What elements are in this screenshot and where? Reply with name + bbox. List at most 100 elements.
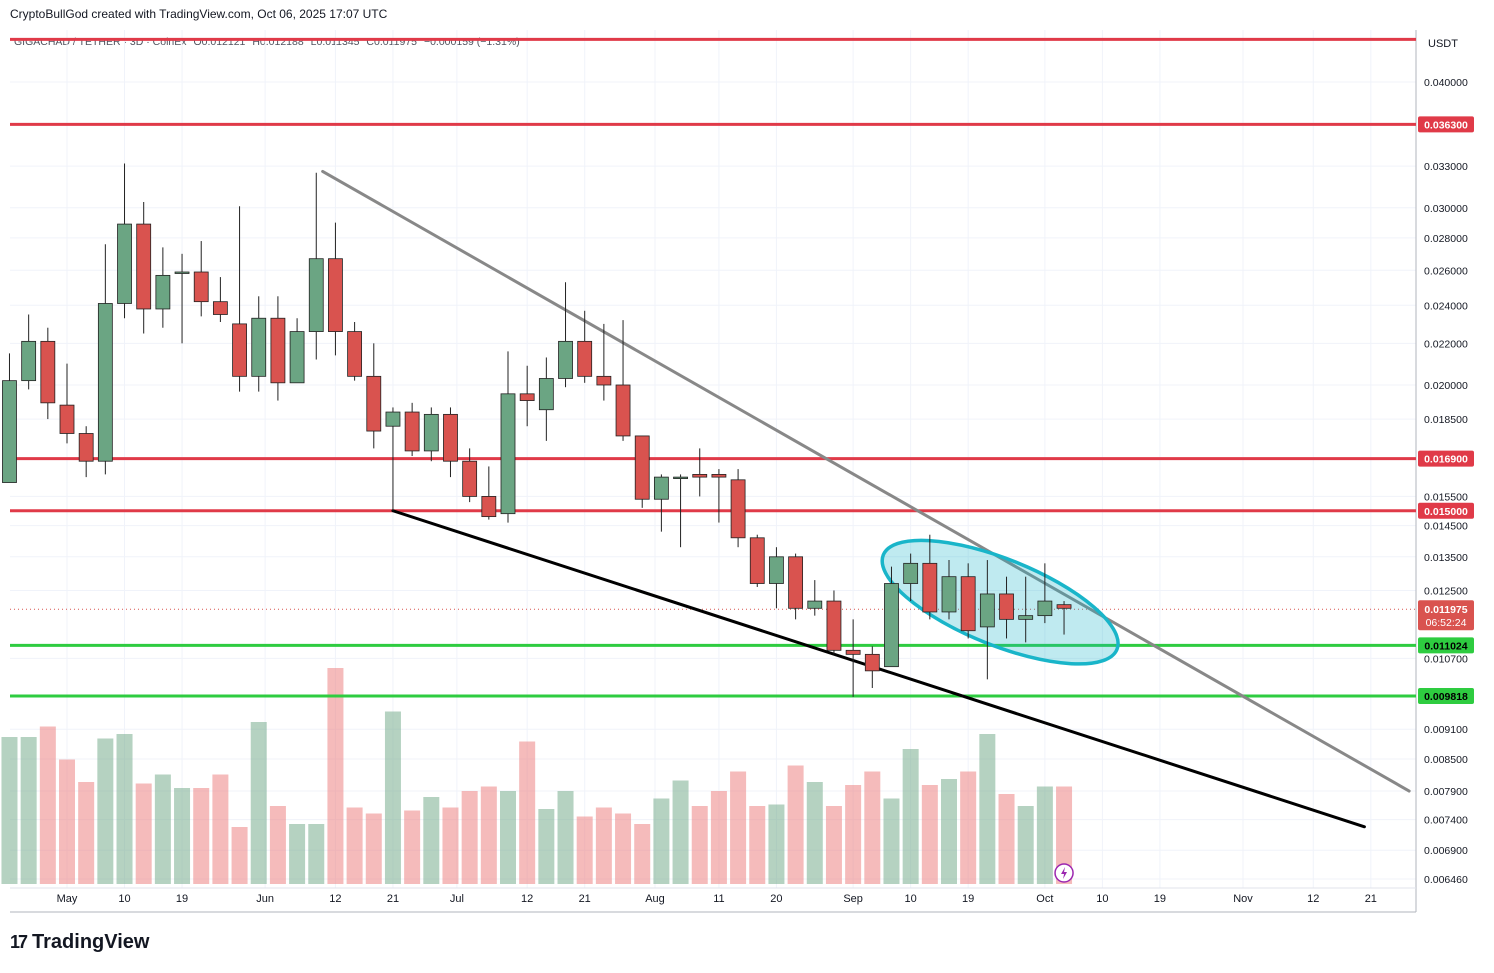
candle-body	[404, 411, 420, 452]
time-tick-label: Aug	[645, 893, 665, 905]
candle-body	[117, 223, 132, 304]
price-tick-label: 0.030000	[1424, 203, 1468, 215]
candle-body	[270, 317, 286, 384]
candle-body	[423, 413, 439, 452]
trendline-upper	[321, 169, 1411, 793]
volume-bar	[730, 771, 747, 884]
volume-bar	[845, 785, 862, 884]
time-tick-label: 21	[387, 893, 399, 905]
currency-label[interactable]: USDT	[1428, 38, 1458, 50]
candle-body	[615, 384, 631, 437]
price-tick-label: 0.012500	[1424, 585, 1468, 597]
candle-body	[328, 258, 343, 332]
volume-bar	[174, 788, 191, 884]
candle-body	[155, 274, 171, 310]
volume-bar	[672, 780, 689, 884]
price-tick-label: 0.006460	[1424, 874, 1468, 886]
time-tick-label: Sep	[843, 893, 863, 905]
candle-body	[1037, 600, 1053, 617]
volume-bar	[998, 794, 1015, 884]
candle-body	[999, 593, 1014, 620]
candle-body	[232, 323, 247, 377]
volume-bar	[634, 824, 651, 884]
level-price-tag	[1418, 116, 1474, 133]
candle-body	[462, 460, 478, 497]
volume-bar	[806, 782, 823, 884]
price-tick-label: 0.015500	[1424, 491, 1468, 503]
volume-bar	[327, 668, 344, 884]
candle-body	[1018, 615, 1034, 620]
price-tick-label: 0.022000	[1424, 338, 1468, 350]
time-tick-label: 10	[118, 893, 130, 905]
candle-body	[212, 301, 228, 315]
volume-bar	[825, 806, 842, 884]
level-price-tag	[1418, 502, 1474, 519]
candle-body	[251, 317, 267, 377]
time-tick-label: 11	[713, 893, 724, 905]
candle-body	[347, 331, 363, 377]
candle-body	[78, 433, 94, 462]
candle-body	[2, 380, 17, 483]
candle-body	[538, 378, 554, 411]
candle-body	[749, 537, 765, 584]
time-tick-label: 19	[176, 893, 188, 905]
volume-bar	[20, 737, 37, 884]
price-tick-label: 0.013500	[1424, 552, 1468, 564]
level-price-tag	[1418, 450, 1474, 467]
time-tick-label: 19	[962, 893, 974, 905]
candle-body	[443, 413, 458, 462]
price-tick-label: 0.018500	[1424, 414, 1468, 426]
level-price-label: 0.015000	[1424, 506, 1468, 518]
volume-bar	[365, 813, 382, 884]
candle-body	[308, 258, 324, 332]
volume-bar	[212, 774, 229, 884]
price-tick-label: 0.024000	[1424, 300, 1468, 312]
volume-bar	[576, 816, 593, 884]
price-tick-label: 0.028000	[1424, 233, 1468, 245]
time-tick-label: Nov	[1233, 893, 1253, 905]
volume-bar	[39, 726, 56, 884]
volume-bar	[691, 806, 708, 884]
level-price-tag	[1418, 688, 1474, 705]
price-tick-label: 0.007400	[1424, 815, 1468, 827]
volume-bar	[442, 807, 459, 884]
volume-bar	[231, 827, 248, 884]
time-tick-label: 21	[579, 893, 591, 905]
candle-body	[59, 404, 75, 434]
candle-body	[40, 340, 56, 404]
time-tick-label: 12	[329, 893, 341, 905]
time-tick-label: 21	[1365, 893, 1377, 905]
price-tick-label: 0.010700	[1424, 653, 1468, 665]
candle-body	[826, 600, 842, 651]
volume-bar	[116, 734, 133, 884]
candle-body	[289, 331, 305, 384]
volume-bar	[710, 791, 727, 884]
candle-body	[922, 562, 938, 613]
volume-bar	[1017, 806, 1034, 884]
time-tick-label: 12	[1307, 893, 1319, 905]
time-tick-label: Jun	[256, 893, 274, 905]
price-tick-label: 0.006900	[1424, 845, 1468, 857]
time-tick-label: 10	[905, 893, 917, 905]
level-price-label: 0.016900	[1424, 454, 1468, 466]
volume-bar	[941, 779, 957, 884]
candle-body	[519, 393, 535, 401]
time-tick-label: 10	[1096, 893, 1108, 905]
volume-bar	[749, 806, 766, 884]
candle-body	[769, 556, 784, 584]
tradingview-logo-icon: 17	[10, 932, 28, 952]
candle-body	[385, 411, 401, 427]
candle-body	[692, 474, 708, 478]
time-tick-label: 19	[1154, 893, 1166, 905]
price-tick-label: 0.020000	[1424, 380, 1468, 392]
level-price-label: 0.009818	[1424, 691, 1468, 703]
volume-bar	[557, 791, 574, 884]
volume-bar	[768, 804, 785, 884]
candle-body	[979, 593, 995, 628]
volume-bar	[308, 824, 325, 884]
volume-bar	[269, 806, 286, 884]
candle-body	[960, 576, 976, 632]
candle-body	[711, 474, 727, 478]
price-tick-label: 0.009100	[1424, 724, 1468, 736]
